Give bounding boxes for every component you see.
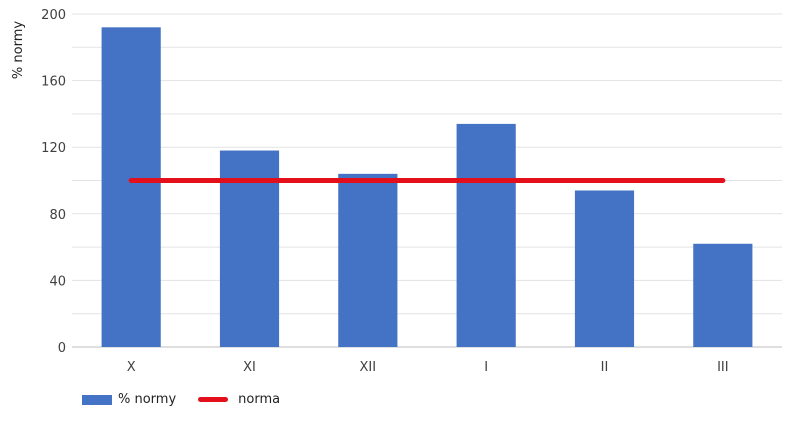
legend-swatch-line (198, 397, 229, 402)
y-tick-label: 160 (41, 75, 66, 90)
x-tick-label: XII (360, 360, 377, 375)
x-tick-label: XI (243, 360, 256, 375)
bar (338, 173, 398, 347)
bars (101, 27, 753, 347)
y-axis: 0 40 80 120 160 200 (41, 8, 66, 356)
bar (574, 190, 635, 347)
x-tick-label: X (127, 360, 136, 375)
bar (456, 123, 516, 347)
y-tick-label: 200 (41, 8, 66, 23)
y-axis-label: % normy (11, 21, 26, 79)
bar (693, 243, 753, 347)
bar (219, 150, 280, 347)
bar (101, 27, 161, 347)
legend: % normy norma (82, 392, 302, 407)
legend-swatch-bars (82, 394, 112, 405)
x-tick-label: III (717, 360, 729, 375)
x-tick-label: II (601, 360, 609, 375)
legend-item-line: norma (198, 392, 280, 407)
y-tick-label: 0 (58, 341, 66, 356)
x-tick-label: I (484, 360, 488, 375)
y-tick-label: 80 (49, 208, 66, 223)
y-tick-label: 120 (41, 141, 66, 156)
x-axis: X XI XII I II III (127, 360, 729, 375)
legend-label-bars: % normy (118, 392, 177, 407)
legend-label-line: norma (238, 392, 281, 407)
y-tick-label: 40 (49, 274, 66, 289)
legend-item-bars: % normy (82, 392, 176, 407)
